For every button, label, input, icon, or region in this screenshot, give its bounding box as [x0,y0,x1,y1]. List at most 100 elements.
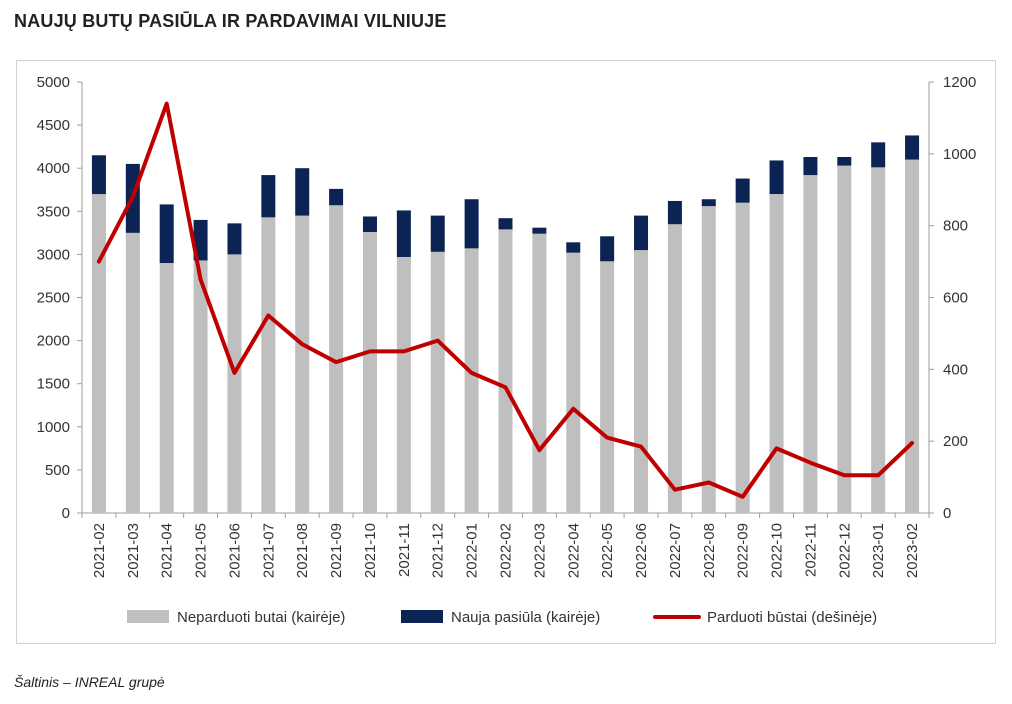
bar-unsold [159,263,174,513]
bar-unsold [430,251,445,513]
bar-new-supply [227,223,242,255]
x-tick-label: 2022-03 [531,523,548,578]
x-tick-label: 2022-08 [701,523,718,578]
x-tick-label: 2022-01 [464,523,481,578]
bar-new-supply [261,175,276,218]
x-tick-label: 2021-08 [294,523,311,578]
bar-unsold [735,202,750,513]
legend-new-supply-swatch [401,610,443,623]
legend-new-supply-label: Nauja pasiūla (kairėje) [451,609,600,626]
y-right-tick-label: 200 [943,433,968,450]
chart-title: NAUJŲ BUTŲ PASIŪLA IR PARDAVIMAI VILNIUJ… [14,11,447,31]
x-tick-label: 2021-04 [159,523,176,578]
bar-unsold [91,194,106,513]
x-tick-label: 2022-05 [599,523,616,578]
y-left-tick-label: 2500 [37,290,70,307]
x-tick-label: 2022-04 [565,523,582,578]
bar-new-supply [735,178,750,203]
x-tick-label: 2021-07 [260,523,277,578]
y-right-tick-label: 600 [943,290,968,307]
bar-new-supply [600,236,615,262]
x-tick-label: 2022-11 [802,523,819,577]
bar-unsold [667,224,682,514]
x-tick-label: 2023-02 [904,523,921,578]
legend-sold-label: Parduoti būstai (dešinėje) [707,609,877,626]
bar-unsold [464,248,479,513]
bar-new-supply [803,156,818,176]
bar-new-supply [566,242,581,253]
y-left-tick-label: 5000 [37,74,70,91]
y-left-tick-label: 0 [62,505,70,522]
bar-new-supply [295,168,310,216]
bar-new-supply [159,204,174,264]
y-left-tick-label: 2000 [37,333,70,350]
bar-unsold [905,159,920,513]
y-left-tick-label: 3000 [37,246,70,263]
y-right-tick-label: 0 [943,505,951,522]
bar-new-supply [91,155,106,195]
bar-unsold [295,215,310,514]
x-tick-label: 2021-05 [193,523,210,578]
bar-new-supply [193,219,208,261]
bar-new-supply [769,160,784,195]
y-right-tick-label: 1000 [943,146,976,163]
bar-unsold [871,167,886,513]
x-tick-label: 2021-10 [362,523,379,578]
bar-unsold [701,206,716,514]
bar-new-supply [396,210,411,257]
x-tick-label: 2021-06 [226,523,243,578]
bar-unsold [193,260,208,513]
y-right-tick-label: 400 [943,361,968,378]
bar-new-supply [532,227,547,234]
bar-unsold [362,231,377,513]
y-left-tick-label: 3500 [37,203,70,220]
x-tick-label: 2021-09 [328,523,345,578]
bar-unsold [566,252,581,513]
bar-new-supply [905,135,920,160]
y-left-tick-label: 500 [45,462,70,479]
legend-unsold-label: Neparduoti butai (kairėje) [177,609,345,626]
x-tick-label: 2022-12 [836,523,853,578]
y-left-tick-label: 4500 [37,117,70,134]
source-note: Šaltinis – INREAL grupė [14,674,165,690]
x-tick-label: 2021-03 [125,523,142,578]
bar-unsold [329,205,344,514]
bar-unsold [125,232,140,513]
bar-unsold [837,165,852,513]
bar-new-supply [329,188,344,206]
line-sold [96,101,915,499]
bar-new-supply [871,142,886,168]
bar-unsold [261,217,276,514]
x-tick-label: 2022-07 [667,523,684,578]
y-left-tick-label: 1000 [37,419,70,436]
bar-unsold [227,254,242,513]
bar-new-supply [464,199,479,249]
bar-new-supply [837,156,852,166]
x-tick-label: 2023-01 [870,523,887,578]
bar-unsold [600,261,615,513]
x-tick-label: 2021-11 [396,523,413,577]
legend-unsold-swatch [127,610,169,623]
combo-chart: 0500100015002000250030003500400045005000… [37,74,977,626]
y-right-tick-label: 800 [943,218,968,235]
x-tick-label: 2022-10 [769,523,786,578]
bar-unsold [634,250,649,513]
bar-unsold [803,175,818,513]
x-tick-label: 2022-06 [633,523,650,578]
bar-unsold [532,233,547,513]
x-tick-label: 2021-02 [91,523,108,578]
x-tick-label: 2022-02 [498,523,515,578]
x-tick-label: 2021-12 [430,523,447,578]
chart-frame: 0 500 1000 1500 2000 2500 3000 3500 4000 4500 5000… [16,60,996,644]
bar-unsold [769,194,784,513]
bar-new-supply [701,199,716,207]
y-left-tick-label: 1500 [37,376,70,393]
bar-new-supply [430,215,445,252]
bar-new-supply [362,216,377,232]
bar-new-supply [667,200,682,225]
y-left-tick-label: 4000 [37,160,70,177]
bar-new-supply [498,218,513,230]
bar-new-supply [634,215,649,251]
bar-unsold [498,229,513,514]
x-tick-label: 2022-09 [735,523,752,578]
